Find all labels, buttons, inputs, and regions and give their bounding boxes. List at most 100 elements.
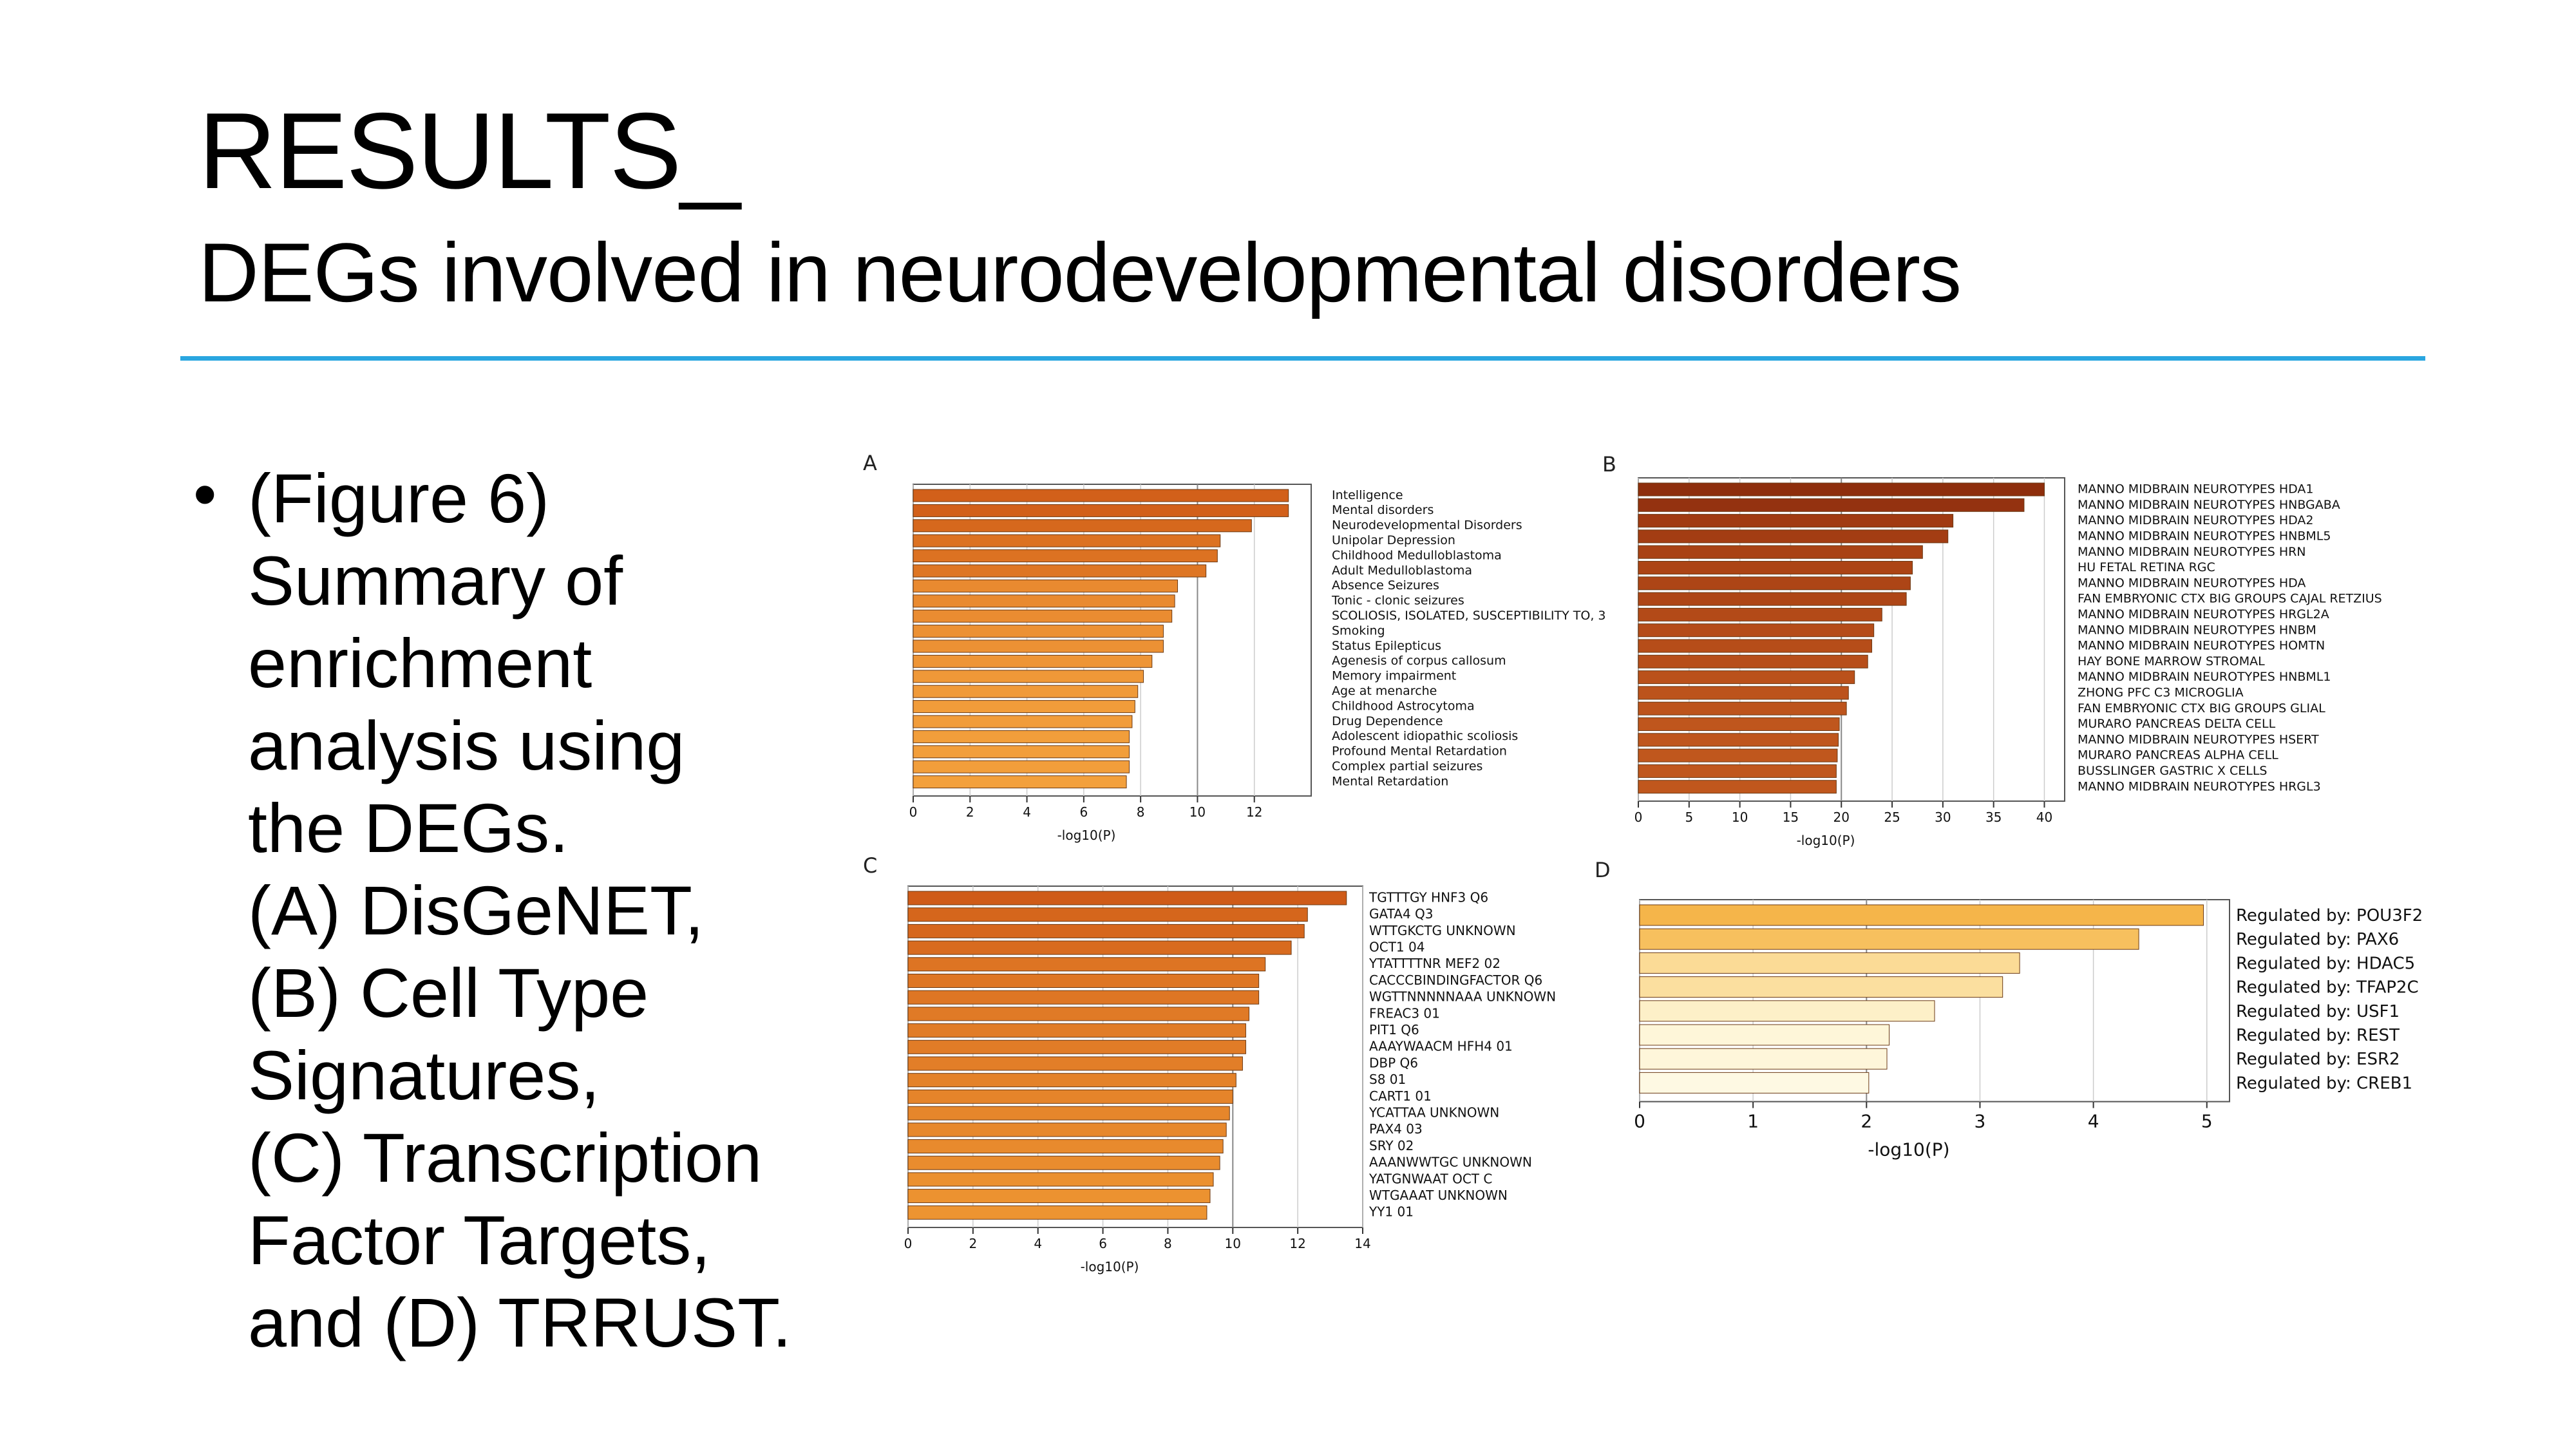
category-label: Mental Retardation xyxy=(1332,774,1448,788)
category-label: Age at menarche xyxy=(1332,684,1437,698)
bar xyxy=(913,654,1153,668)
category-label: Drug Dependence xyxy=(1332,714,1443,728)
bar xyxy=(1638,670,1855,685)
x-tick-label: 5 xyxy=(2201,1111,2213,1132)
category-label: Profound Mental Retardation xyxy=(1332,744,1507,759)
bar xyxy=(907,940,1292,955)
bar xyxy=(1639,928,2139,950)
category-label: HAY BONE MARROW STROMAL xyxy=(2078,654,2265,668)
x-axis-label: -log10(P) xyxy=(1057,828,1116,843)
category-label: AAANWWTGC UNKNOWN xyxy=(1369,1155,1532,1170)
category-label: MANNO MIDBRAIN NEUROTYPES HDA2 xyxy=(2078,513,2313,527)
category-label: MANNO MIDBRAIN NEUROTYPES HOMTN xyxy=(2078,639,2325,653)
category-label: Intelligence xyxy=(1332,488,1403,502)
bar xyxy=(913,579,1179,592)
bar xyxy=(1638,780,1837,794)
category-label: FREAC3 01 xyxy=(1369,1005,1440,1021)
x-tick-label: 5 xyxy=(1685,810,1693,825)
category-label: PIT1 Q6 xyxy=(1369,1022,1419,1037)
bar xyxy=(907,957,1266,972)
bar xyxy=(907,990,1260,1005)
bar xyxy=(913,700,1135,714)
x-tick-label: 10 xyxy=(1225,1236,1241,1251)
category-label: MURARO PANCREAS ALPHA CELL xyxy=(2078,748,2278,762)
bar xyxy=(913,519,1252,533)
body-line: Summary of xyxy=(248,542,623,620)
bar xyxy=(907,1039,1246,1054)
category-label: Regulated by: POU3F2 xyxy=(2236,906,2423,925)
panel-letter: C xyxy=(863,853,877,878)
bar xyxy=(1638,498,2025,512)
bar xyxy=(907,1189,1211,1204)
bar xyxy=(1638,764,1837,778)
category-label: OCT1 04 xyxy=(1369,939,1425,954)
x-tick-label: 10 xyxy=(1732,810,1748,825)
x-tick-label: 2 xyxy=(966,804,974,820)
title-divider xyxy=(180,356,2425,361)
bar xyxy=(913,489,1289,502)
category-label: Regulated by: REST xyxy=(2236,1026,2400,1045)
x-tick-label: 12 xyxy=(1289,1236,1305,1251)
category-label: SCOLIOSIS, ISOLATED, SUSCEPTIBILITY TO, … xyxy=(1332,609,1606,623)
category-label: Absence Seizures xyxy=(1332,578,1439,592)
bar xyxy=(907,1205,1208,1220)
x-tick-label: 30 xyxy=(1935,810,1951,825)
x-tick-label: 0 xyxy=(1634,1111,1645,1132)
category-label: Childhood Medulloblastoma xyxy=(1332,548,1502,562)
category-label: Neurodevelopmental Disorders xyxy=(1332,518,1522,533)
x-tick-label: 10 xyxy=(1189,804,1206,820)
bar xyxy=(913,730,1130,743)
x-tick-label: 0 xyxy=(909,804,918,820)
bar xyxy=(1638,482,2045,497)
category-label: MANNO MIDBRAIN NEUROTYPES HDA xyxy=(2078,576,2306,590)
x-axis-label: -log10(P) xyxy=(1797,833,1855,848)
category-label: Regulated by: USF1 xyxy=(2236,1002,2400,1021)
x-tick-label: 15 xyxy=(1783,810,1799,825)
x-tick-label: 12 xyxy=(1246,804,1262,820)
category-label: MANNO MIDBRAIN NEUROTYPES HNBML1 xyxy=(2078,670,2331,684)
x-tick-label: 8 xyxy=(1137,804,1145,820)
bar xyxy=(913,625,1164,638)
bar xyxy=(913,670,1144,683)
bar xyxy=(907,1122,1227,1137)
category-label: MANNO MIDBRAIN NEUROTYPES HNBM xyxy=(2078,623,2316,637)
bar xyxy=(1638,748,1838,762)
body-line: (C) Transcription xyxy=(248,1119,762,1197)
bar xyxy=(1638,529,1949,544)
body-line: (B) Cell Type xyxy=(248,954,649,1032)
bar xyxy=(1638,592,1907,606)
category-label: MANNO MIDBRAIN NEUROTYPES HDA1 xyxy=(2078,482,2313,497)
bar xyxy=(1638,686,1849,700)
category-label: Complex partial seizures xyxy=(1332,759,1482,773)
category-label: MURARO PANCREAS DELTA CELL xyxy=(2078,717,2276,731)
bar xyxy=(913,564,1207,578)
category-label: WTTGKCTG UNKNOWN xyxy=(1369,923,1516,938)
category-label: WGTTNNNNNAAA UNKNOWN xyxy=(1369,989,1556,1005)
x-tick-label: 3 xyxy=(1975,1111,1986,1132)
bar xyxy=(907,891,1347,905)
x-tick-label: 4 xyxy=(1034,1236,1042,1251)
category-label: TGTTTGY HNF3 Q6 xyxy=(1368,889,1488,905)
category-label: Memory impairment xyxy=(1332,669,1456,683)
category-label: MANNO MIDBRAIN NEUROTYPES HRN xyxy=(2078,545,2306,559)
category-label: Adolescent idiopathic scoliosis xyxy=(1332,729,1518,743)
category-label: AAAYWAACM HFH4 01 xyxy=(1369,1039,1513,1054)
bar xyxy=(913,685,1139,698)
bar xyxy=(913,549,1218,563)
category-label: BUSSLINGER GASTRIC X CELLS xyxy=(2078,764,2268,778)
category-label: FAN EMBRYONIC CTX BIG GROUPS CAJAL RETZI… xyxy=(2078,592,2382,606)
bar xyxy=(1639,1048,1888,1070)
bar xyxy=(1638,514,1954,528)
bar xyxy=(1638,717,1840,731)
category-label: WTGAAAT UNKNOWN xyxy=(1369,1188,1508,1203)
category-label: FAN EMBRYONIC CTX BIG GROUPS GLIAL xyxy=(2078,701,2325,715)
bar xyxy=(913,745,1130,759)
category-label: YY1 01 xyxy=(1368,1204,1414,1220)
body-line: enrichment xyxy=(248,624,592,702)
category-label: Adult Medulloblastoma xyxy=(1332,564,1472,578)
x-tick-label: 6 xyxy=(1099,1236,1107,1251)
category-label: MANNO MIDBRAIN NEUROTYPES HRGL3 xyxy=(2078,779,2321,793)
body-line: Signatures, xyxy=(248,1036,600,1114)
